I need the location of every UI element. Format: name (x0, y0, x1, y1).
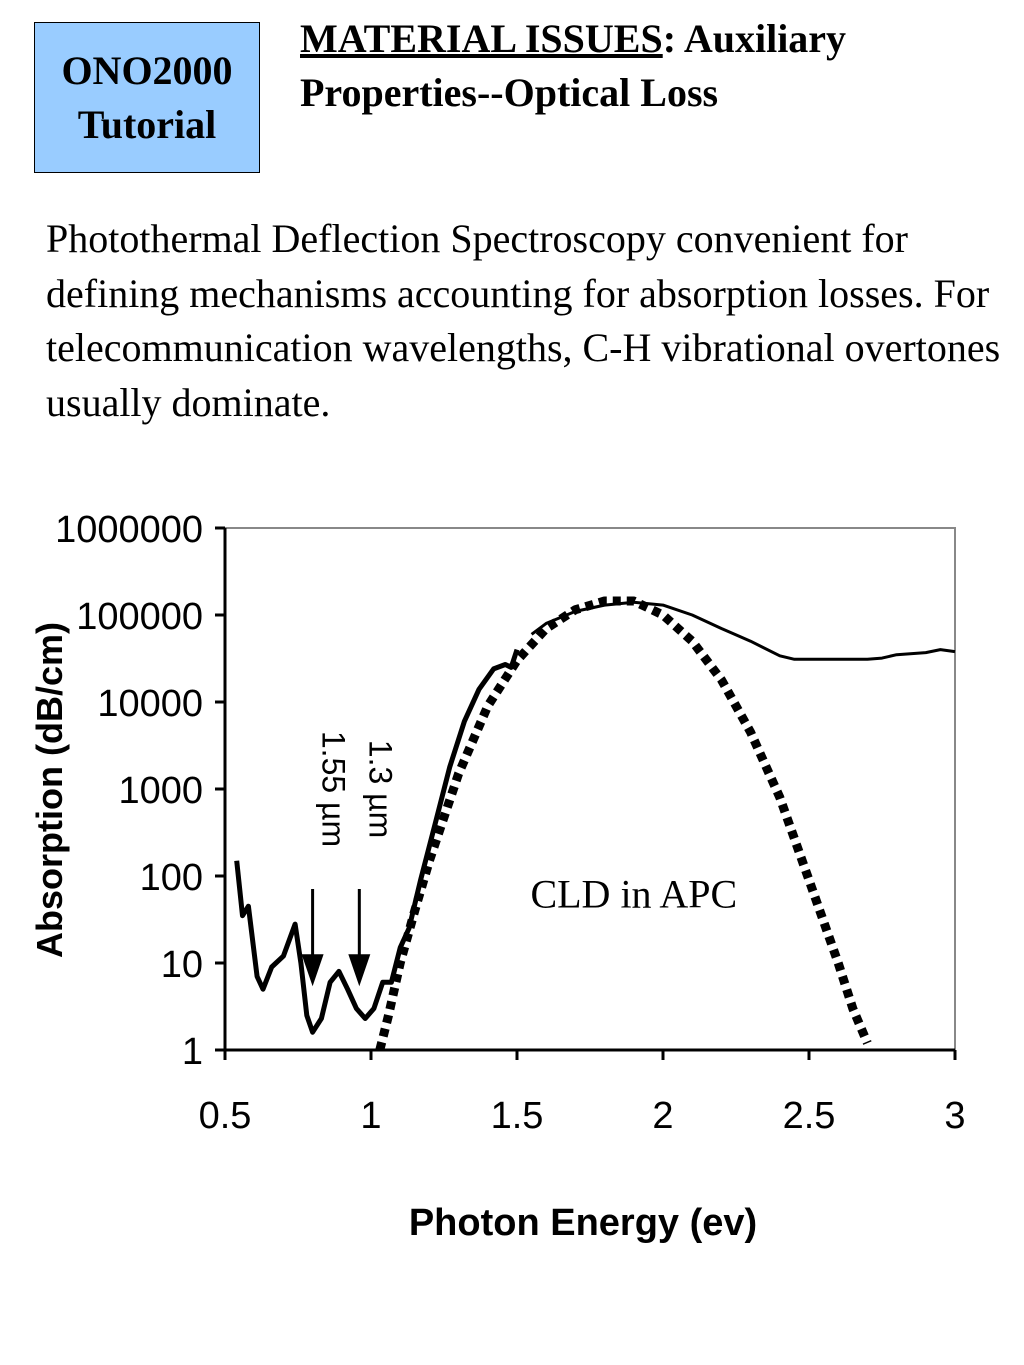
x-tick-label: 0.5 (199, 1095, 252, 1137)
x-axis-label: Photon Energy (ev) (409, 1202, 757, 1244)
title-rest: : Auxiliary (662, 16, 847, 61)
wavelength-label: 1.3 µm (362, 740, 398, 838)
y-tick-label: 1000 (118, 770, 203, 812)
x-tick-label: 1 (360, 1095, 381, 1137)
arrow-head-icon (348, 954, 371, 987)
x-tick-label: 1.5 (491, 1095, 544, 1137)
y-tick-label: 100000 (76, 596, 203, 638)
x-tick-label: 2.5 (783, 1095, 836, 1137)
x-tick-label: 2 (652, 1095, 673, 1137)
description-paragraph: Photothermal Deflection Spectroscopy con… (46, 216, 1001, 425)
arrow-head-icon (301, 954, 324, 987)
event-badge: ONO2000 Tutorial (34, 22, 260, 173)
y-tick-label: 100 (140, 857, 203, 899)
x-tick-label: 3 (944, 1095, 965, 1137)
y-axis-label: Absorption (dB/cm) (29, 622, 70, 958)
title-line-2: Properties--Optical Loss (300, 70, 719, 115)
y-tick-label: 10 (161, 944, 203, 986)
absorption-chart: 0.5 1 1.5 2 2.5 3 1 10 100 1000 10000 100000 1000000… (29, 509, 966, 1244)
series-line-2 (530, 600, 956, 661)
series-line-1 (234, 648, 520, 1035)
title-underlined: MATERIAL ISSUES (300, 16, 663, 61)
badge-line-1: ONO2000 (61, 47, 233, 93)
y-tick-label: 1 (182, 1031, 203, 1073)
chart-annotation: CLD in APC (530, 871, 737, 916)
wavelength-label: 1.55 µm (316, 731, 352, 847)
slide-title: MATERIAL ISSUES: Auxiliary Properties--O… (300, 12, 1000, 120)
y-tick-label: 10000 (97, 683, 203, 725)
badge-line-2: Tutorial (77, 101, 217, 147)
y-tick-label: 1000000 (55, 509, 203, 551)
series-line-3 (375, 596, 872, 1052)
